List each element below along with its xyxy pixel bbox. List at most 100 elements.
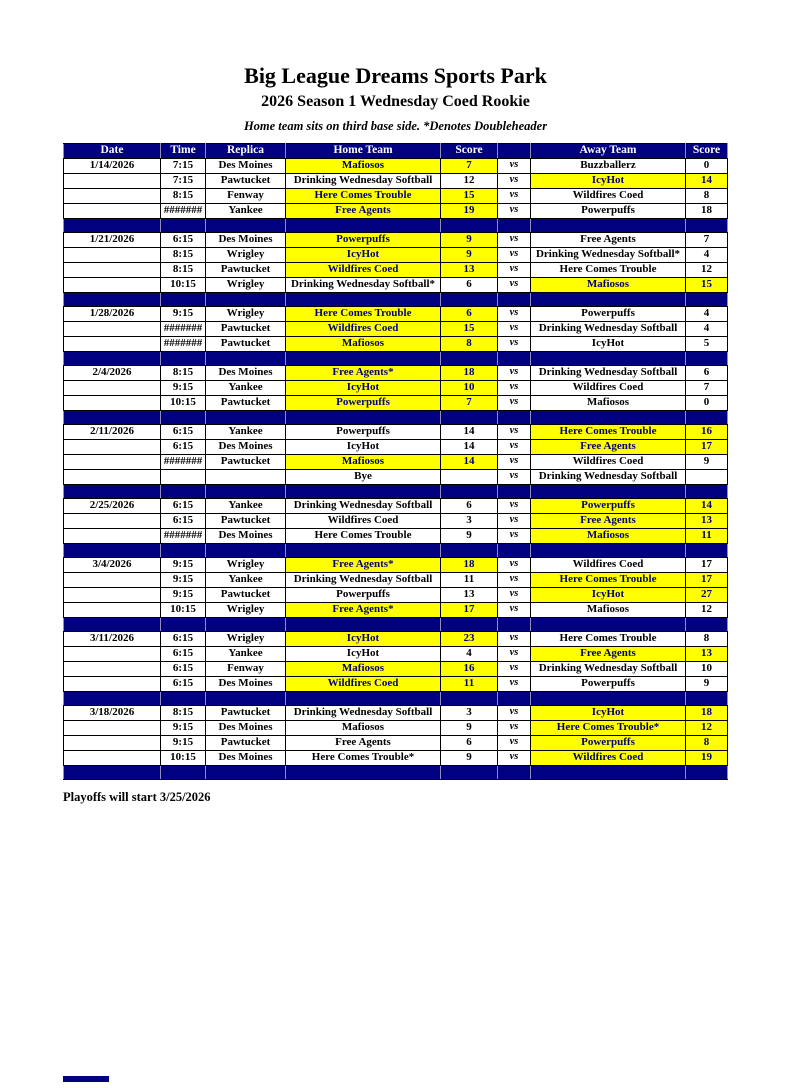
home-team-cell: Mafiosos (285, 157, 441, 174)
away-score-cell: 18 (685, 704, 728, 721)
date-cell (63, 202, 161, 219)
away-score-cell: 7 (685, 379, 728, 396)
away-team-cell: Drinking Wednesday Softball* (530, 246, 686, 263)
time-cell: 8:15 (160, 704, 206, 721)
home-score-cell: 9 (440, 749, 498, 766)
vs-cell: vs (497, 704, 531, 721)
home-score-cell: 17 (440, 601, 498, 618)
replica-cell: Des Moines (205, 157, 286, 174)
home-score-cell: 14 (440, 453, 498, 470)
vs-cell: vs (497, 719, 531, 736)
game-row: 9:15 Des Moines Mafiosos 9 vs Here Comes Trou… (63, 719, 728, 736)
separator-cell (63, 483, 161, 499)
home-score-cell: 6 (440, 305, 498, 322)
separator-row (63, 542, 728, 558)
separator-cell (497, 350, 531, 366)
away-score-cell: 0 (685, 394, 728, 411)
vs-cell: vs (497, 246, 531, 263)
separator-cell (160, 764, 206, 780)
away-team-cell: Powerpuffs (530, 202, 686, 219)
game-row: 9:15 Pawtucket Free Agents 6 vs Powerpuffs 8 (63, 734, 728, 751)
time-cell: 7:15 (160, 157, 206, 174)
away-team-cell: IcyHot (530, 586, 686, 603)
away-team-cell: Here Comes Trouble (530, 571, 686, 588)
replica-cell: Yankee (205, 645, 286, 662)
away-team-cell: Drinking Wednesday Softball (530, 320, 686, 337)
separator-cell (63, 764, 161, 780)
away-score-cell: 6 (685, 364, 728, 381)
replica-cell: Wrigley (205, 276, 286, 293)
game-row: Bye vs Drinking Wednesday Softball (63, 468, 728, 485)
time-cell: 8:15 (160, 364, 206, 381)
date-cell: 3/11/2026 (63, 630, 161, 647)
replica-cell: Yankee (205, 202, 286, 219)
replica-cell: Pawtucket (205, 335, 286, 352)
away-team-cell: Here Comes Trouble (530, 261, 686, 278)
home-team-cell: Drinking Wednesday Softball (285, 704, 441, 721)
game-row: 6:15 Fenway Mafiosos 16 vs Drinking Wednesday… (63, 660, 728, 677)
away-team-cell: Wildfires Coed (530, 379, 686, 396)
home-team-cell: Mafiosos (285, 660, 441, 677)
separator-row (63, 764, 728, 780)
home-score-cell: 18 (440, 364, 498, 381)
vs-cell: vs (497, 749, 531, 766)
time-cell: 9:15 (160, 719, 206, 736)
away-score-cell: 17 (685, 571, 728, 588)
separator-cell (63, 409, 161, 425)
home-score-cell: 15 (440, 320, 498, 337)
date-cell (63, 601, 161, 618)
separator-cell (497, 217, 531, 233)
replica-cell: Des Moines (205, 719, 286, 736)
home-team-cell: IcyHot (285, 246, 441, 263)
replica-cell: Pawtucket (205, 394, 286, 411)
vs-cell: vs (497, 157, 531, 174)
replica-cell: Des Moines (205, 527, 286, 544)
home-team-cell: Powerpuffs (285, 423, 441, 440)
away-score-cell: 13 (685, 512, 728, 529)
time-cell: 10:15 (160, 394, 206, 411)
home-team-cell: Free Agents* (285, 556, 441, 573)
home-score-cell: 18 (440, 556, 498, 573)
separator-cell (440, 542, 498, 558)
time-cell: 6:15 (160, 675, 206, 692)
page-subtitle: 2026 Season 1 Wednesday Coed Rookie (261, 93, 530, 111)
away-score-cell: 9 (685, 453, 728, 470)
home-team-cell: Wildfires Coed (285, 675, 441, 692)
home-score-cell: 14 (440, 438, 498, 455)
away-team-cell: Free Agents (530, 645, 686, 662)
time-cell: 6:15 (160, 660, 206, 677)
home-team-cell: Powerpuffs (285, 586, 441, 603)
time-cell: 9:15 (160, 571, 206, 588)
page-bottom-divider (63, 1076, 109, 1082)
vs-cell: vs (497, 571, 531, 588)
time-cell: 6:15 (160, 630, 206, 647)
time-cell: 6:15 (160, 645, 206, 662)
date-cell: 1/14/2026 (63, 157, 161, 174)
date-cell (63, 527, 161, 544)
date-cell: 2/11/2026 (63, 423, 161, 440)
home-team-cell: Here Comes Trouble (285, 527, 441, 544)
home-team-cell: Powerpuffs (285, 394, 441, 411)
home-team-cell: IcyHot (285, 438, 441, 455)
home-team-cell: Wildfires Coed (285, 320, 441, 337)
away-score-cell: 15 (685, 276, 728, 293)
separator-cell (440, 350, 498, 366)
separator-cell (685, 690, 728, 706)
home-score-cell: 12 (440, 172, 498, 189)
date-cell (63, 320, 161, 337)
separator-cell (685, 764, 728, 780)
vs-cell: vs (497, 630, 531, 647)
separator-cell (285, 217, 441, 233)
vs-cell: vs (497, 468, 531, 485)
vs-cell: vs (497, 527, 531, 544)
game-row: 10:15 Pawtucket Powerpuffs 7 vs Mafiosos 0 (63, 394, 728, 411)
away-team-cell: IcyHot (530, 704, 686, 721)
game-row: 1/14/2026 7:15 Des Moines Mafiosos 7 vs Buzzba… (63, 157, 728, 174)
separator-cell (440, 690, 498, 706)
separator-cell (440, 217, 498, 233)
game-row: 10:15 Wrigley Drinking Wednesday Softball*… (63, 276, 728, 293)
away-score-cell: 18 (685, 202, 728, 219)
replica-cell: Des Moines (205, 231, 286, 248)
separator-cell (530, 616, 686, 632)
time-cell: 8:15 (160, 261, 206, 278)
